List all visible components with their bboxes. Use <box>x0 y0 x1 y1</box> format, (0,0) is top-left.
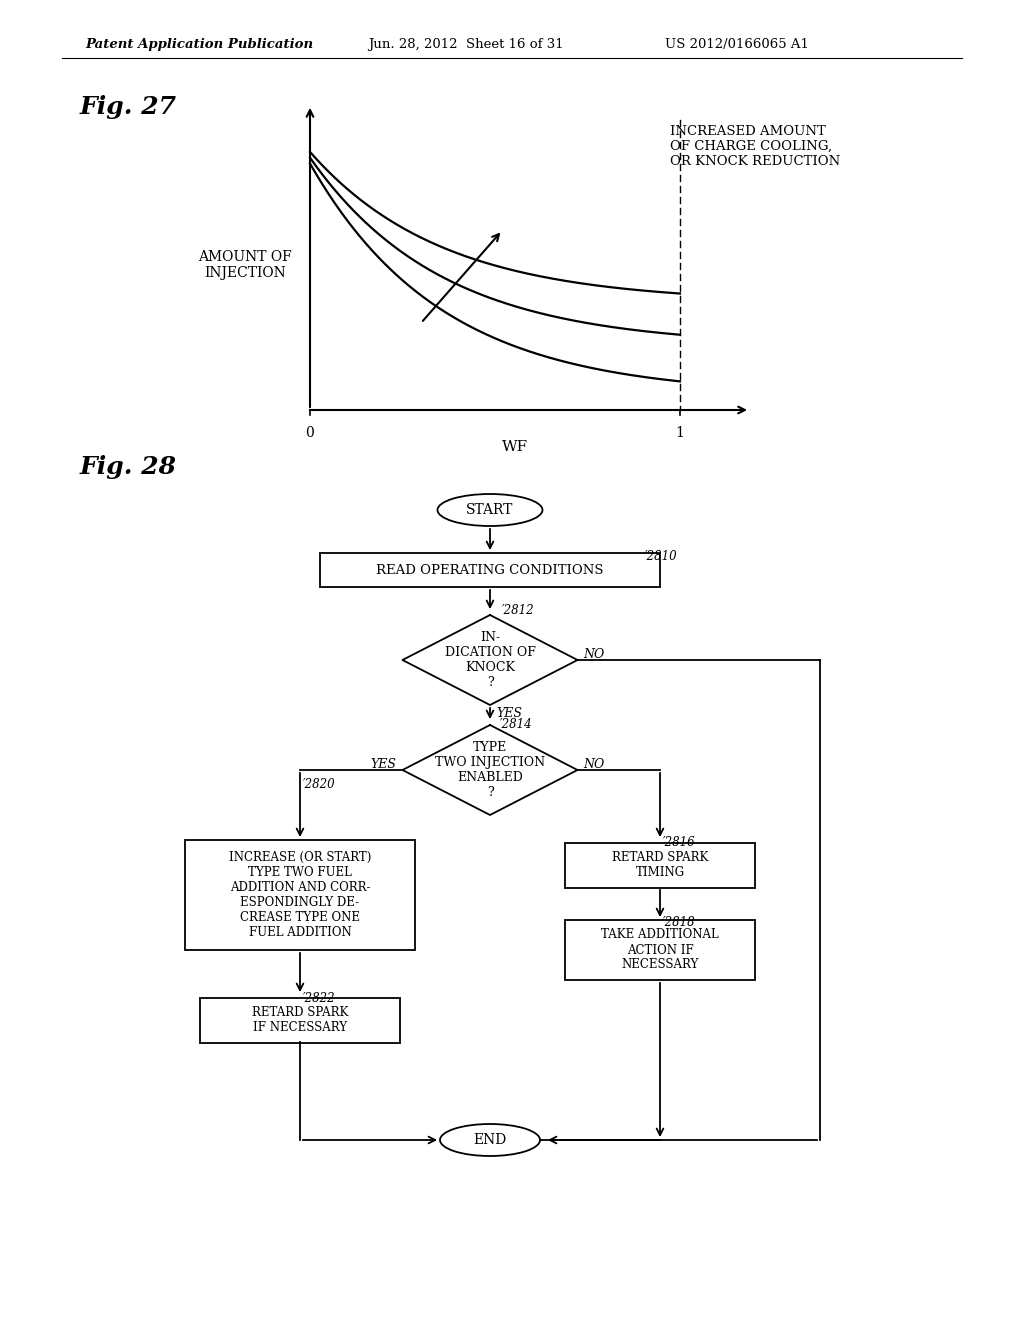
Text: 0: 0 <box>305 426 314 440</box>
Text: START: START <box>466 503 514 517</box>
Text: INCREASE (OR START)
TYPE TWO FUEL
ADDITION AND CORR-
ESPONDINGLY DE-
CREASE TYPE: INCREASE (OR START) TYPE TWO FUEL ADDITI… <box>228 851 371 939</box>
Text: END: END <box>473 1133 507 1147</box>
Text: AMOUNT OF
INJECTION: AMOUNT OF INJECTION <box>198 249 292 280</box>
Text: NO: NO <box>583 759 604 771</box>
Bar <box>565 842 755 887</box>
Text: Jun. 28, 2012  Sheet 16 of 31: Jun. 28, 2012 Sheet 16 of 31 <box>368 38 563 51</box>
Text: US 2012/0166065 A1: US 2012/0166065 A1 <box>665 38 809 51</box>
Bar <box>185 840 415 950</box>
Text: ′2814: ′2814 <box>500 718 532 730</box>
Text: IN-
DICATION OF
KNOCK
?: IN- DICATION OF KNOCK ? <box>444 631 536 689</box>
Text: ′2820: ′2820 <box>303 777 336 791</box>
Text: ′2818: ′2818 <box>663 916 695 928</box>
Text: YES: YES <box>496 708 522 719</box>
Ellipse shape <box>440 1125 540 1156</box>
Text: YES: YES <box>370 759 396 771</box>
Text: 1: 1 <box>676 426 684 440</box>
Bar <box>200 998 400 1043</box>
Text: Fig. 27: Fig. 27 <box>80 95 177 119</box>
Bar <box>565 920 755 979</box>
Ellipse shape <box>437 494 543 525</box>
Text: TYPE
TWO INJECTION
ENABLED
?: TYPE TWO INJECTION ENABLED ? <box>435 741 545 799</box>
Text: ′2812: ′2812 <box>502 603 535 616</box>
Text: Fig. 28: Fig. 28 <box>80 455 177 479</box>
Text: Patent Application Publication: Patent Application Publication <box>85 38 313 51</box>
Text: ′2816: ′2816 <box>663 837 695 850</box>
Text: READ OPERATING CONDITIONS: READ OPERATING CONDITIONS <box>376 564 604 577</box>
Text: RETARD SPARK
IF NECESSARY: RETARD SPARK IF NECESSARY <box>252 1006 348 1034</box>
Text: RETARD SPARK
TIMING: RETARD SPARK TIMING <box>611 851 709 879</box>
Text: ′2810: ′2810 <box>645 549 678 562</box>
Text: TAKE ADDITIONAL
ACTION IF
NECESSARY: TAKE ADDITIONAL ACTION IF NECESSARY <box>601 928 719 972</box>
Text: WF: WF <box>502 440 528 454</box>
Text: ′2822: ′2822 <box>303 991 336 1005</box>
Bar <box>319 553 660 587</box>
Text: NO: NO <box>583 648 604 661</box>
Text: INCREASED AMOUNT
OF CHARGE COOLING,
OR KNOCK REDUCTION: INCREASED AMOUNT OF CHARGE COOLING, OR K… <box>670 125 841 168</box>
